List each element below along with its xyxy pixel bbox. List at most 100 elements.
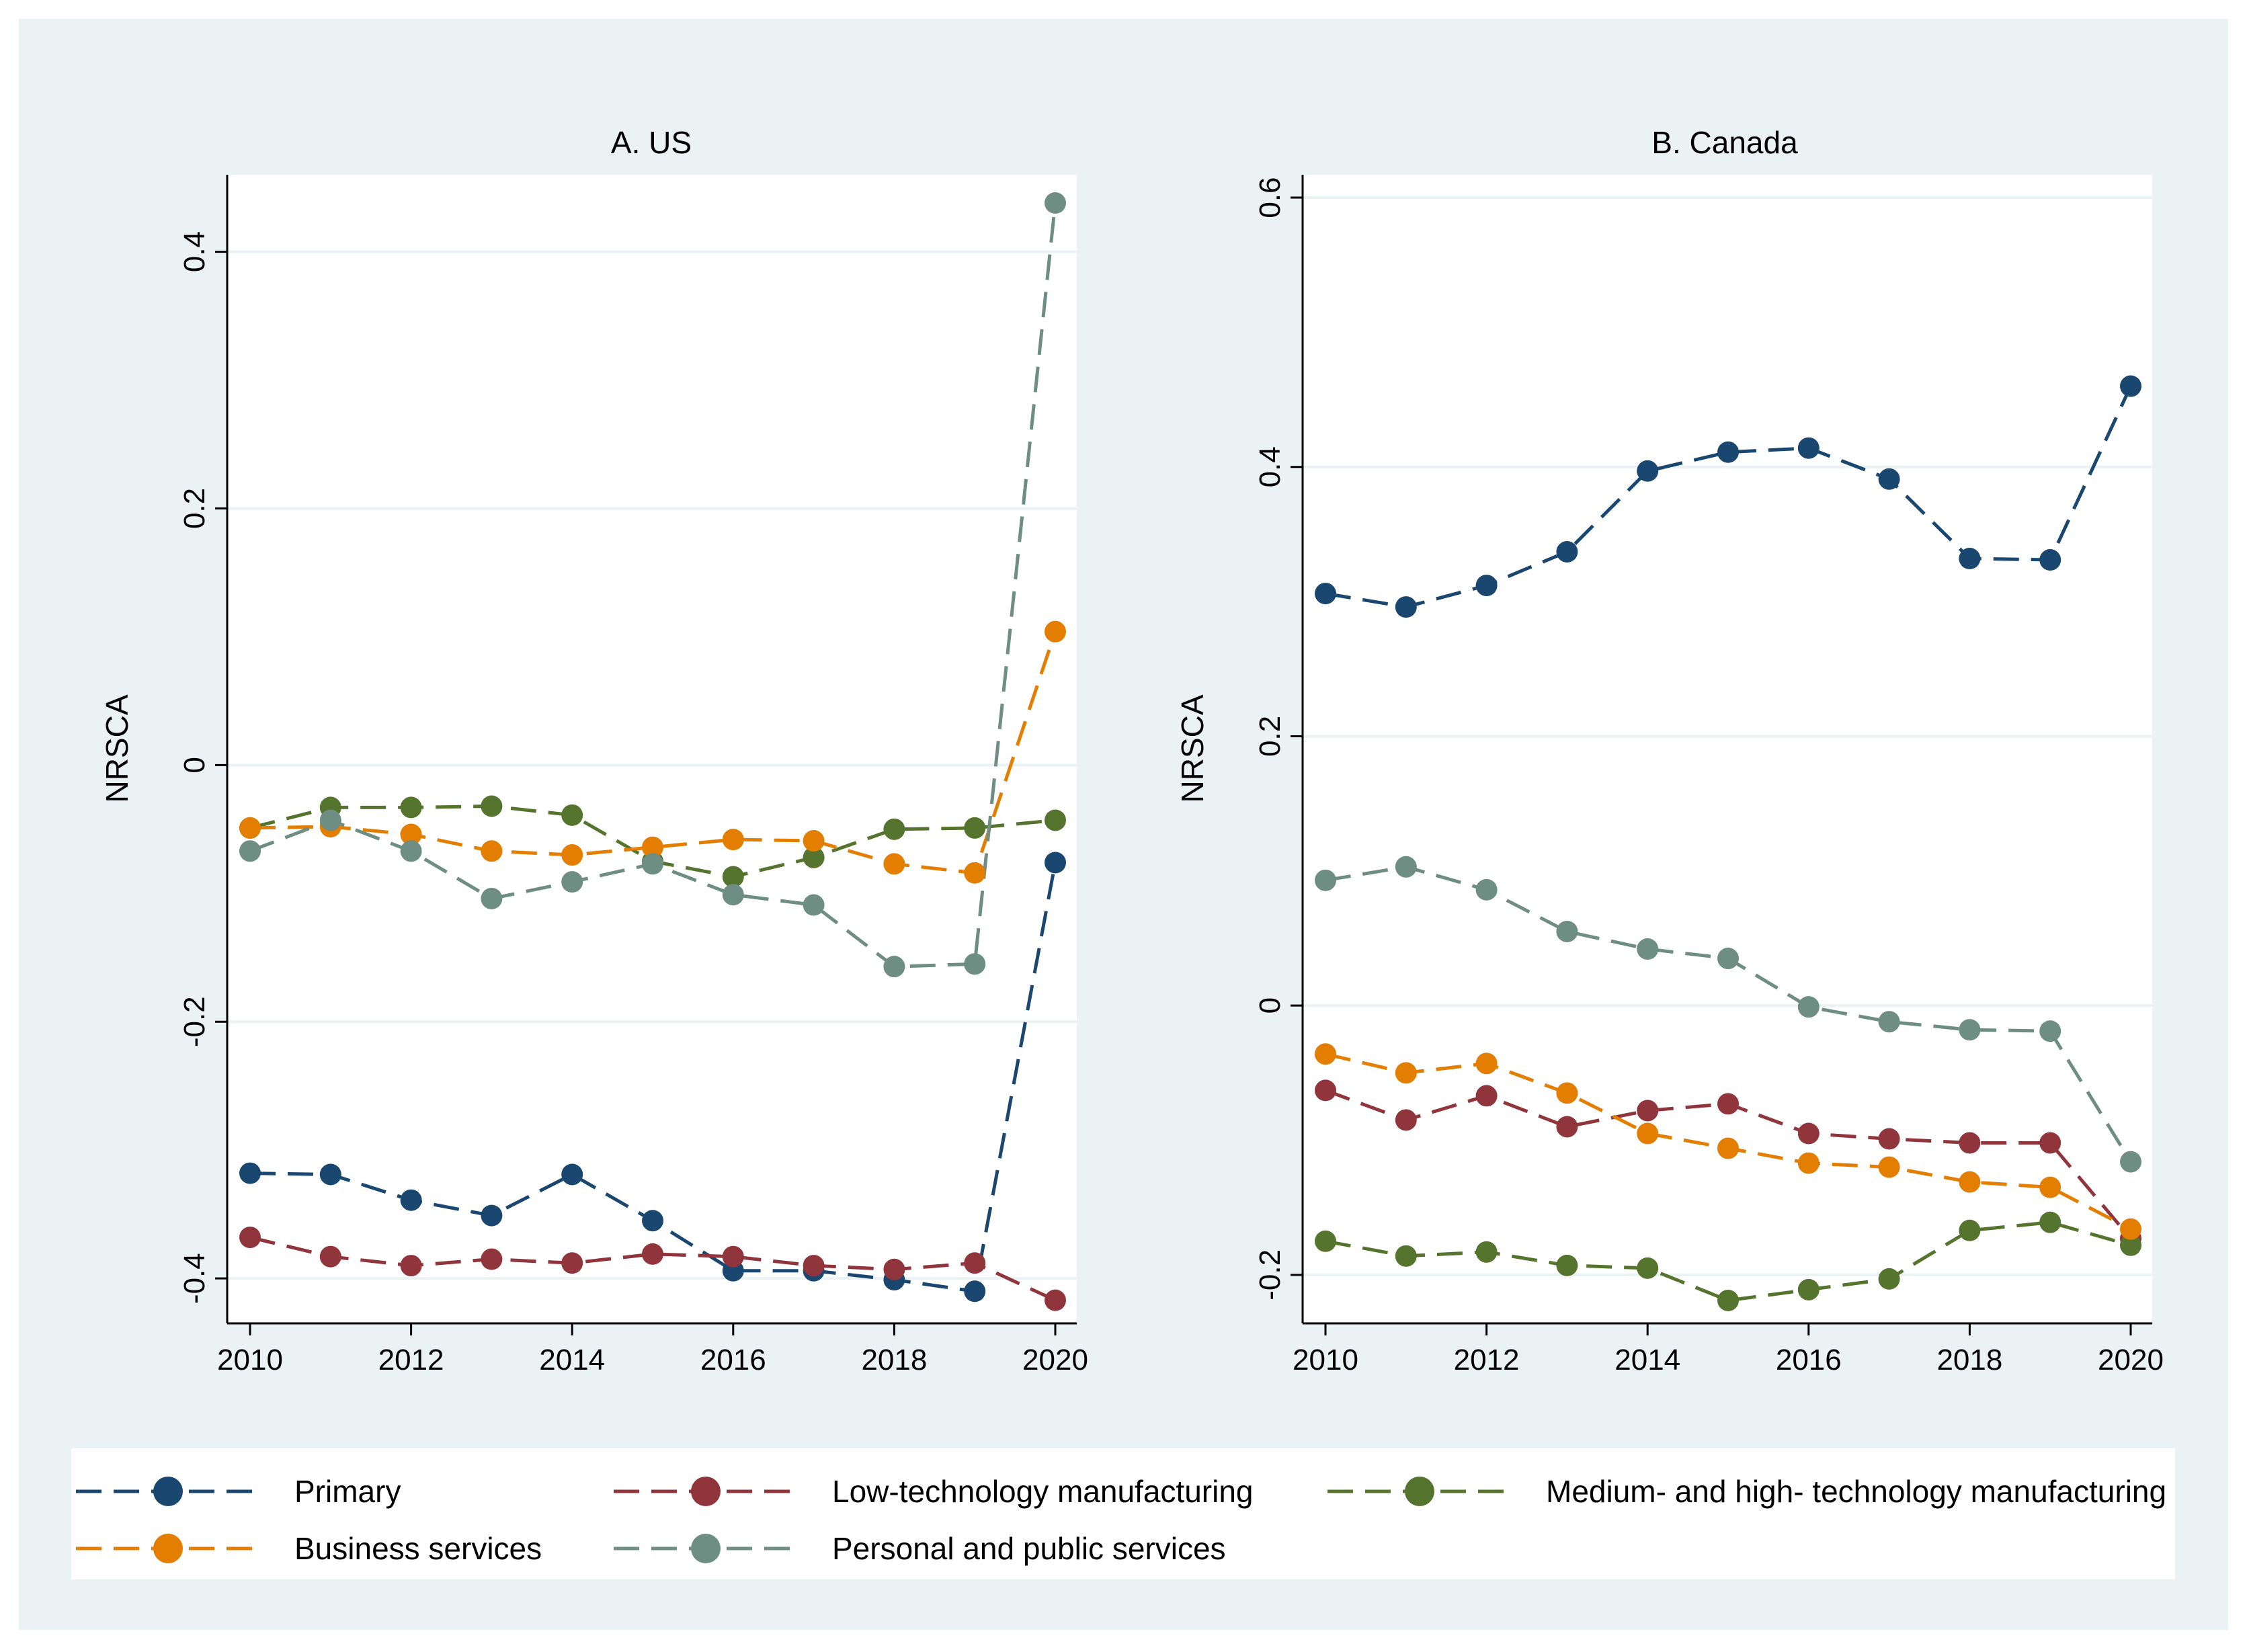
y-tick-label: -0.2 xyxy=(1254,1249,1286,1300)
panel-title: A. US xyxy=(611,125,692,160)
data-point-low-technology-manufacturing xyxy=(1717,1093,1739,1115)
data-point-business-services xyxy=(803,830,825,852)
x-tick-label: 2010 xyxy=(1293,1344,1358,1376)
data-point-low-technology-manufacturing xyxy=(400,1255,422,1277)
data-point-low-technology-manufacturing xyxy=(1395,1109,1417,1131)
y-axis-label: NRSCA xyxy=(1175,694,1210,802)
series-line-primary xyxy=(1325,385,2133,609)
data-point-business-services xyxy=(2039,1176,2061,1198)
data-point-medium-and-high-technology-manufacturing xyxy=(1045,809,1066,831)
data-point-personal-and-public-services xyxy=(1637,938,1659,960)
data-point-medium-and-high-technology-manufacturing xyxy=(1395,1245,1417,1267)
data-point-business-services xyxy=(883,853,905,875)
data-point-personal-and-public-services xyxy=(642,853,663,875)
series-line-business-services xyxy=(249,631,1057,875)
data-point-business-services xyxy=(1878,1156,1900,1178)
data-point-personal-and-public-services xyxy=(1959,1019,1981,1041)
data-point-business-services xyxy=(561,844,583,866)
data-point-personal-and-public-services xyxy=(1395,856,1417,878)
data-point-primary xyxy=(400,1189,422,1211)
y-tick-label: 0.4 xyxy=(178,231,211,272)
data-point-business-services xyxy=(1045,620,1066,643)
data-point-primary xyxy=(1395,596,1417,618)
data-point-business-services xyxy=(722,829,744,851)
data-point-low-technology-manufacturing xyxy=(1475,1085,1498,1107)
legend-marker xyxy=(1405,1477,1434,1506)
legend-item-primary: Primary xyxy=(76,1474,401,1509)
data-point-personal-and-public-services xyxy=(561,871,583,893)
data-point-business-services xyxy=(1717,1137,1739,1159)
data-point-business-services xyxy=(1797,1152,1820,1174)
data-point-business-services xyxy=(2120,1218,2141,1240)
data-point-low-technology-manufacturing xyxy=(319,1245,341,1268)
data-point-low-technology-manufacturing xyxy=(803,1255,825,1277)
data-point-primary xyxy=(1475,575,1498,597)
legend-item-business-services: Business services xyxy=(76,1531,542,1566)
y-tick-label: 0 xyxy=(178,757,211,773)
data-point-low-technology-manufacturing xyxy=(481,1248,503,1270)
data-point-low-technology-manufacturing xyxy=(1797,1122,1820,1145)
data-point-low-technology-manufacturing xyxy=(561,1252,583,1274)
data-point-low-technology-manufacturing xyxy=(1556,1116,1578,1138)
legend-label: Low-technology manufacturing xyxy=(832,1474,1253,1509)
legend-label: Medium- and high- technology manufacturi… xyxy=(1546,1474,2166,1509)
data-point-medium-and-high-technology-manufacturing xyxy=(1959,1219,1981,1241)
data-point-business-services xyxy=(1959,1171,1981,1193)
x-tick-label: 2014 xyxy=(539,1344,605,1376)
y-tick-label: 0.6 xyxy=(1254,177,1286,218)
panel-us: A. US -0.4-0.200.20.4 2010 2012 2014 2016 20… xyxy=(99,125,1088,1376)
data-point-business-services xyxy=(1556,1082,1578,1104)
gridlines xyxy=(1303,196,2152,1276)
data-point-medium-and-high-technology-manufacturing xyxy=(561,804,583,826)
data-point-low-technology-manufacturing xyxy=(642,1243,663,1265)
data-point-low-technology-manufacturing xyxy=(883,1258,905,1280)
data-point-personal-and-public-services xyxy=(1717,948,1739,970)
data-point-primary xyxy=(2120,375,2141,397)
data-point-personal-and-public-services xyxy=(1045,192,1066,214)
x-tick-label: 2016 xyxy=(700,1344,766,1376)
data-point-personal-and-public-services xyxy=(1797,996,1820,1018)
data-point-medium-and-high-technology-manufacturing xyxy=(1717,1289,1739,1311)
plot-area xyxy=(227,175,1077,1323)
data-point-low-technology-manufacturing xyxy=(1045,1289,1066,1311)
data-point-primary xyxy=(481,1204,503,1227)
y-ticks: -0.4 -0.2 0 0.2 0.4 xyxy=(178,231,227,1304)
panel-canada: B. Canada -0.200.20.40.6 2010 2012 2014 201… xyxy=(1175,125,2164,1376)
y-tick-label: 0 xyxy=(1254,997,1286,1014)
data-point-medium-and-high-technology-manufacturing xyxy=(1315,1230,1336,1252)
data-point-primary xyxy=(1959,548,1981,570)
x-ticks: 2010 2012 2014 2016 2018 2020 xyxy=(1293,1323,2164,1376)
data-point-low-technology-manufacturing xyxy=(2039,1132,2061,1154)
data-point-personal-and-public-services xyxy=(2039,1020,2061,1042)
legend-marker xyxy=(153,1534,183,1563)
data-point-personal-and-public-services xyxy=(883,956,905,978)
data-point-primary xyxy=(1717,441,1739,463)
data-point-personal-and-public-services xyxy=(319,809,341,831)
data-point-medium-and-high-technology-manufacturing xyxy=(964,817,986,839)
x-tick-label: 2012 xyxy=(1454,1344,1520,1376)
data-point-personal-and-public-services xyxy=(722,884,744,906)
data-point-primary xyxy=(1878,468,1900,490)
data-point-personal-and-public-services xyxy=(1878,1011,1900,1033)
legend-label: Business services xyxy=(294,1531,542,1566)
y-tick-label: 0.2 xyxy=(178,488,211,529)
data-point-low-technology-manufacturing xyxy=(1315,1079,1336,1102)
data-point-personal-and-public-services xyxy=(964,953,986,975)
data-point-business-services xyxy=(1475,1052,1498,1075)
data-point-medium-and-high-technology-manufacturing xyxy=(1475,1241,1498,1263)
legend-label: Personal and public services xyxy=(832,1531,1226,1566)
x-tick-label: 2016 xyxy=(1776,1344,1842,1376)
legend-marker xyxy=(691,1534,721,1563)
x-tick-label: 2012 xyxy=(378,1344,444,1376)
y-tick-label: -0.2 xyxy=(178,996,211,1047)
plot-area xyxy=(1303,175,2152,1323)
legend-item-low-technology-manufacturing: Low-technology manufacturing xyxy=(614,1474,1253,1509)
gridlines xyxy=(227,250,1077,1280)
data-point-medium-and-high-technology-manufacturing xyxy=(400,796,422,819)
data-point-personal-and-public-services xyxy=(239,840,261,862)
data-point-business-services xyxy=(1395,1062,1417,1084)
data-point-medium-and-high-technology-manufacturing xyxy=(2039,1211,2061,1233)
x-tick-label: 2020 xyxy=(1022,1344,1088,1376)
series-line-low-technology-manufacturing xyxy=(249,1235,1057,1302)
data-point-personal-and-public-services xyxy=(400,840,422,862)
